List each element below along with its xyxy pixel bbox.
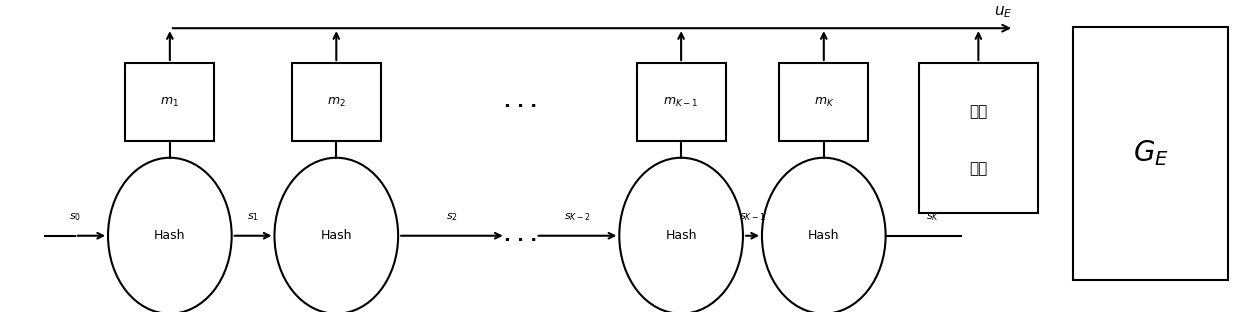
Text: $m_2$: $m_2$ <box>327 95 346 109</box>
Text: $u_E$: $u_E$ <box>994 4 1012 20</box>
Text: $s_{K-2}$: $s_{K-2}$ <box>564 211 591 223</box>
Text: Hash: Hash <box>808 229 840 242</box>
Text: $s_2$: $s_2$ <box>446 211 458 223</box>
Text: Hash: Hash <box>321 229 352 242</box>
Text: $m_1$: $m_1$ <box>160 95 180 109</box>
Text: $G_E$: $G_E$ <box>1132 139 1168 168</box>
Text: 比特: 比特 <box>969 161 987 176</box>
Text: $s_0$: $s_0$ <box>68 211 81 223</box>
Text: $m_K$: $m_K$ <box>814 95 834 109</box>
Bar <box>779 63 869 141</box>
Text: . . .: . . . <box>504 93 538 111</box>
Text: 冻结: 冻结 <box>969 104 987 119</box>
Bar <box>1073 27 1228 280</box>
Bar <box>919 63 1038 213</box>
Bar <box>637 63 726 141</box>
Text: Hash: Hash <box>665 229 696 242</box>
Text: . . .: . . . <box>504 227 538 245</box>
Text: $s_K$: $s_K$ <box>927 211 939 223</box>
Text: Hash: Hash <box>154 229 186 242</box>
Text: $s_1$: $s_1$ <box>247 211 259 223</box>
Bar <box>291 63 380 141</box>
Bar <box>125 63 214 141</box>
Text: $s_{K-1}$: $s_{K-1}$ <box>740 211 766 223</box>
Text: $m_{K-1}$: $m_{K-1}$ <box>663 95 699 109</box>
